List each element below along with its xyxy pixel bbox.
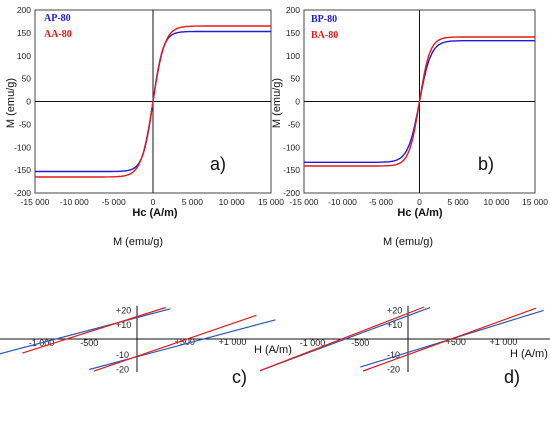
y-tick-label: -100 [283,142,300,152]
legend-entry: BP-80 [311,14,337,25]
panel-d: +20 +10 -10 -20 -1 000 -500 +500 +1 000 M (emu/g… [259,236,550,387]
panel-label: c) [232,367,247,387]
y-tick-label: -200 [14,188,31,198]
x-tick-label: +500 [175,337,195,347]
x-tick-label: +500 [446,337,466,347]
red-branch-2 [362,307,537,372]
y-tick-label: 100 [17,51,31,61]
x-tick-label: 15 000 [522,197,548,207]
x-axis-label: H (A/m) [254,344,292,356]
panel-a: -200 -150 -100 -50 0 50 100 150 200 -15 000 -10 00… [5,5,284,219]
panel-label: b) [478,154,494,174]
x-tick-label: 10 000 [484,197,510,207]
x-axis-label: Hc (A/m) [397,207,443,219]
y-tick-label: -10 [116,350,129,360]
legend-entry: AA-80 [44,29,72,40]
x-tick-label: -10 000 [60,197,89,207]
y-tick-label: +20 [387,305,402,315]
y-tick-label: 100 [286,51,300,61]
y-tick-label: 150 [17,28,31,38]
x-tick-label: 15 000 [258,197,284,207]
x-tick-label: 5 000 [447,197,469,207]
y-tick-label: 0 [295,97,300,107]
y-tick-label: 0 [26,97,31,107]
x-tick-label: 5 000 [182,197,204,207]
x-tick-label: -5 000 [369,197,393,207]
x-tick-label: 0 [417,197,422,207]
x-tick-label: 0 [151,197,156,207]
x-tick-label: -5 000 [102,197,126,207]
x-tick-label: -15 000 [290,197,319,207]
y-tick-label: -150 [14,165,31,175]
y-tick-label: +10 [116,320,131,330]
red-branch-1 [22,306,166,354]
series-line-BA-80 [304,36,535,167]
red-branch-1 [259,306,425,372]
x-tick-label: -500 [80,338,98,348]
panel-label: d) [504,367,520,387]
legend-entry: AP-80 [44,13,71,24]
y-tick-label: 150 [286,28,300,38]
legend-entry: BA-80 [311,30,338,41]
y-tick-label: -10 [387,350,400,360]
x-tick-label: -500 [351,338,369,348]
y-tick-label: 50 [291,74,301,84]
x-tick-label: +1 000 [490,337,518,347]
y-tick-label: -50 [19,119,32,129]
y-tick-label: -200 [283,188,300,198]
y-axis-label: M (emu/g) [383,236,433,248]
x-tick-label: -10 000 [328,197,357,207]
y-tick-label: 50 [22,74,32,84]
blue-branch-2 [89,319,276,371]
y-tick-label: -150 [283,165,300,175]
y-axis-label: M (emu/g) [113,236,163,248]
x-tick-label: -15 000 [21,197,50,207]
series-line-AA-80 [35,25,271,178]
x-axis-label: Hc (A/m) [132,207,178,219]
y-tick-label: +10 [387,320,402,330]
x-tick-label: +1 000 [219,337,247,347]
y-tick-label: -20 [387,365,400,375]
x-tick-label: -1 000 [300,338,326,348]
panel-b: -200 -150 -100 -50 0 50 100 150 200 -15 000 -10 00… [271,5,548,219]
y-axis-label: M (emu/g) [271,78,283,128]
y-tick-label: -100 [14,142,31,152]
panel-label: a) [210,154,226,174]
red-branch-2 [93,314,257,372]
x-axis-label: H (A/m) [510,348,548,360]
x-tick-label: 10 000 [219,197,245,207]
y-tick-label: -50 [288,119,301,129]
y-axis-label: M (emu/g) [5,78,17,128]
blue-branch-1 [0,308,171,355]
y-tick-label: 200 [17,5,31,15]
y-tick-label: -20 [116,365,129,375]
y-tick-label: 200 [286,5,300,15]
y-tick-label: +20 [116,305,131,315]
